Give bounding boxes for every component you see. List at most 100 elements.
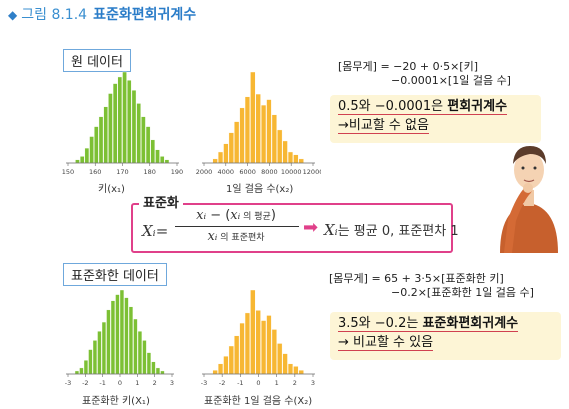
std-steps-bar xyxy=(298,369,304,375)
raw-steps-axis-label: 1일 걸음 수(x₂) xyxy=(226,184,294,195)
raw-height-axis-label: 키(x₁) xyxy=(98,184,125,195)
std-steps-bar xyxy=(293,366,299,375)
std-height-bar xyxy=(83,360,89,375)
std-height-bar xyxy=(119,289,125,375)
std-height-tick-label: 1 xyxy=(135,379,139,387)
std-height-bar xyxy=(155,367,161,375)
thinking-person-illustration xyxy=(500,146,558,253)
std-formula-line2: −0.2×[표준화한 1일 걸음 수] xyxy=(391,286,534,299)
std-steps-bar xyxy=(228,345,234,375)
raw-formula-line2: −0.0001×[1일 걸음 수] xyxy=(391,74,511,87)
std-height-tick-label: -3 xyxy=(65,379,71,387)
raw-height-bar xyxy=(75,159,80,164)
std-height-tick-label: 2 xyxy=(153,379,157,387)
raw-height-bar xyxy=(136,103,141,164)
raw-height-bar xyxy=(98,116,104,164)
raw-steps-bar xyxy=(266,99,272,164)
raw-height-bar xyxy=(155,149,160,164)
std-steps-bar xyxy=(250,289,256,375)
raw-steps-bar xyxy=(287,151,294,164)
raw-steps-tick-label: 8000 xyxy=(261,168,278,176)
std-height-tick-label: 0 xyxy=(118,379,122,387)
std-steps-bar xyxy=(282,353,288,375)
raw-steps-tick-label: 2000 xyxy=(196,168,212,176)
figure-number: 그림 8.1.4 xyxy=(21,7,88,23)
std-steps-histogram: -3 -2 -1 0 1 2 3 xyxy=(201,289,315,387)
raw-height-histogram: 150 160 170 180 190 xyxy=(62,71,183,176)
std-steps-bar xyxy=(239,322,245,375)
std-steps-tick-label: -3 xyxy=(201,379,207,387)
right-arrow-icon: ➡ xyxy=(303,217,319,238)
raw-height-bar xyxy=(79,156,85,164)
std-note-line2: → 비교할 수 있음 xyxy=(338,335,434,351)
std-steps-bar xyxy=(244,312,251,375)
raw-steps-bar xyxy=(271,114,277,164)
standardization-box xyxy=(131,203,453,253)
std-height-bar xyxy=(137,331,143,375)
raw-note-bold: 편회귀계수 xyxy=(447,99,508,114)
raw-note-line2: →비교할 수 없음 xyxy=(338,118,429,134)
std-steps-bar xyxy=(217,363,224,375)
std-steps-bar xyxy=(271,329,277,375)
std-numerator: xᵢ − (xᵢ 의 평균) xyxy=(196,208,276,223)
std-height-bar xyxy=(128,306,134,375)
raw-height-bar xyxy=(131,90,137,164)
std-height-axis-label: 표준화한 키(X₁) xyxy=(82,396,150,407)
std-height-bar xyxy=(110,300,116,375)
raw-steps-bar xyxy=(293,154,299,164)
raw-height-bar xyxy=(84,147,90,164)
std-steps-bar xyxy=(234,335,240,375)
std-height-bar xyxy=(160,370,165,375)
std-height-bar xyxy=(97,331,102,375)
std-steps-bar xyxy=(260,320,267,375)
std-steps-tick-label: 1 xyxy=(275,379,279,387)
std-note-bold: 표준화편회귀계수 xyxy=(422,316,519,331)
std-steps-tick-label: 0 xyxy=(256,379,260,387)
raw-height-bar xyxy=(150,139,156,164)
raw-height-bar xyxy=(159,156,165,164)
std-height-bar xyxy=(88,349,93,375)
raw-height-bar xyxy=(122,71,127,164)
standardization-title: 표준화 xyxy=(139,192,183,211)
raw-height-bar xyxy=(127,80,132,164)
raw-steps-bar xyxy=(282,140,288,164)
std-steps-tick-label: 3 xyxy=(311,379,315,387)
std-height-bar xyxy=(151,361,156,375)
raw-height-bar xyxy=(89,136,94,164)
raw-height-tick-label: 180 xyxy=(144,168,156,176)
fraction-bar xyxy=(175,226,299,227)
raw-steps-tick-label: 4000 xyxy=(218,168,235,176)
std-steps-tick-label: 2 xyxy=(293,379,297,387)
raw-steps-bar xyxy=(234,121,240,164)
std-data-label: 표준화한 데이터 xyxy=(63,263,167,286)
std-steps-axis-label: 표준화한 1일 걸음 수(X₂) xyxy=(204,396,313,407)
std-height-bar xyxy=(74,370,80,375)
diamond-icon: ◆ xyxy=(8,8,18,22)
raw-height-bar xyxy=(108,93,113,164)
figure-heading: 표준화편회귀계수 xyxy=(93,7,197,23)
std-steps-bar xyxy=(255,310,261,375)
std-height-bar xyxy=(146,352,152,375)
raw-steps-tick-label: 10000 xyxy=(281,168,302,176)
std-note-prefix: 3.5와 −0.2는 xyxy=(338,316,423,331)
raw-height-bar xyxy=(164,159,170,164)
raw-height-bar xyxy=(141,116,146,164)
raw-height-bar xyxy=(112,83,118,164)
raw-steps-bar xyxy=(250,71,256,164)
raw-height-tick-label: 160 xyxy=(89,168,101,176)
raw-height-tick-label: 150 xyxy=(62,168,74,176)
raw-steps-bar xyxy=(223,143,229,164)
std-height-bar xyxy=(142,340,147,375)
raw-height-bar xyxy=(145,126,151,164)
std-height-bar xyxy=(115,294,120,375)
raw-steps-bar xyxy=(260,104,267,164)
std-lhs: Xᵢ= xyxy=(142,222,169,240)
raw-height-bar xyxy=(94,126,99,164)
std-height-bar xyxy=(133,318,138,375)
raw-note-prefix: 0.5와 −0.0001은 xyxy=(338,99,448,114)
raw-steps-bar xyxy=(239,107,245,164)
raw-steps-bar xyxy=(298,158,304,164)
std-height-bar xyxy=(92,340,98,375)
raw-steps-histogram: 2000 4000 6000 80001000012000 xyxy=(196,71,321,176)
raw-data-label: 원 데이터 xyxy=(63,49,131,72)
